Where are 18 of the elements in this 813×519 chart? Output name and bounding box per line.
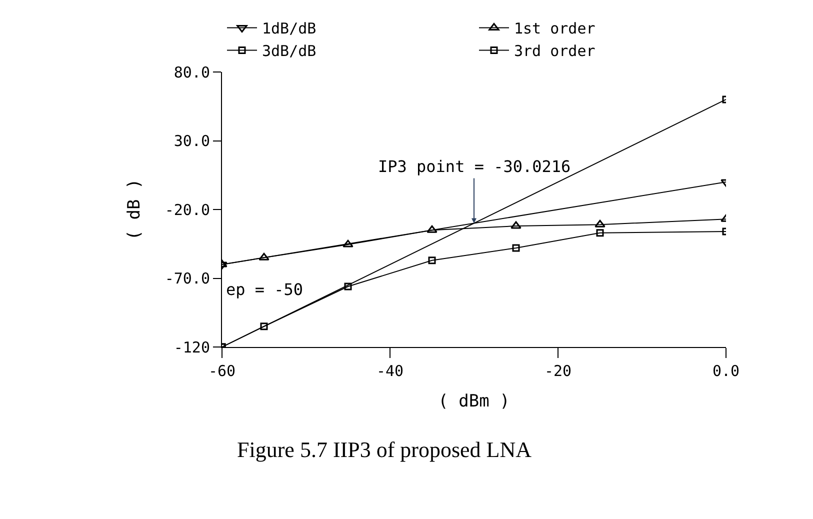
annotation: IP3 point = -30.0216 — [378, 157, 571, 176]
y-axis-title: ( dB ) — [124, 178, 144, 240]
x-tick-label: -40 — [376, 362, 404, 380]
x-tick-label: -60 — [208, 362, 236, 380]
x-axis-title: ( dBm ) — [438, 391, 510, 412]
y-tick-label: -20.0 — [164, 200, 210, 219]
x-tick-label: 0.0 — [712, 362, 740, 380]
annotation: ep = -50 — [226, 280, 304, 299]
caption: Figure 5.7 IIP3 of proposed LNA — [237, 437, 532, 462]
y-tick-label: 30.0 — [174, 132, 210, 150]
y-tick-label: -70.0 — [164, 270, 210, 288]
x-tick-label: -20 — [544, 362, 572, 380]
legend-label: 3rd order — [514, 42, 596, 60]
y-tick-label: -120 — [174, 338, 210, 356]
y-tick-label: 80.0 — [174, 63, 210, 82]
legend-label: 1dB/dB — [262, 20, 316, 38]
legend-label: 3dB/dB — [262, 42, 316, 60]
legend-label: 1st order — [514, 20, 596, 38]
